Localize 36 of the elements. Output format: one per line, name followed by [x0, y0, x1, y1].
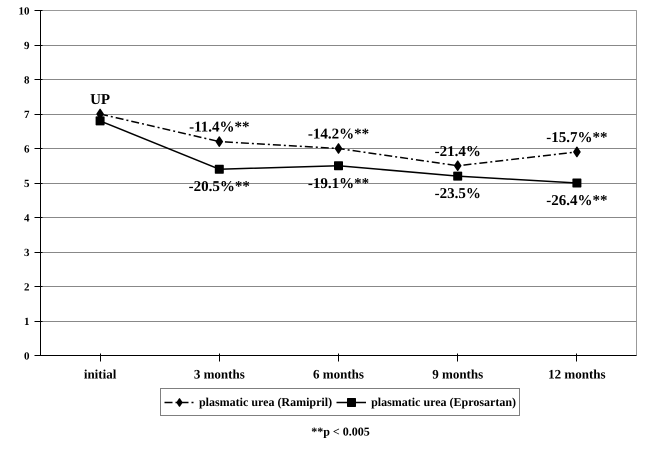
- annotation: -23.5%: [434, 186, 481, 202]
- annotation: -14.2%**: [308, 126, 370, 142]
- y-tick-label: 5: [24, 178, 30, 190]
- annotation: -26.4%**: [546, 193, 608, 209]
- point: [454, 160, 462, 172]
- text: **p < 0.005: [311, 424, 370, 438]
- x-tick-label: 12 months: [548, 366, 606, 382]
- x-tick-label: 3 months: [194, 366, 245, 382]
- y-tick-label: 6: [24, 144, 30, 156]
- point: [215, 136, 224, 148]
- annotation: -20.5%**: [188, 179, 250, 196]
- x-tick-label: initial: [84, 366, 117, 382]
- point: [96, 116, 105, 126]
- y-tick-label: 0: [24, 350, 30, 362]
- y-tick-label: 7: [24, 109, 30, 121]
- y-tick-label: 4: [24, 212, 30, 224]
- annotation: -11.4%**: [189, 120, 250, 136]
- annotation: -15.7%**: [546, 130, 608, 146]
- x-tick-label: 9 months: [432, 366, 484, 382]
- annotation: UP: [90, 92, 110, 108]
- x-tick-label: 6 months: [313, 366, 364, 382]
- point: [572, 178, 582, 188]
- point: [453, 172, 462, 181]
- point: [334, 161, 343, 170]
- legend-label: plasmatic urea (Ramipril): [199, 394, 332, 410]
- y-tick-label: 9: [24, 40, 30, 52]
- legend-label: plasmatic urea (Eprosartan): [371, 394, 516, 410]
- y-tick-label: 2: [24, 282, 30, 294]
- annotation: -19.1%**: [308, 176, 370, 192]
- y-tick-label: 3: [24, 247, 30, 259]
- point: [214, 164, 224, 174]
- point: [334, 143, 342, 154]
- y-tick-label: 10: [18, 6, 30, 18]
- y-tick-label: 8: [24, 74, 30, 86]
- annotation: -21.4%: [434, 144, 481, 160]
- y-tick-label: 1: [24, 316, 30, 328]
